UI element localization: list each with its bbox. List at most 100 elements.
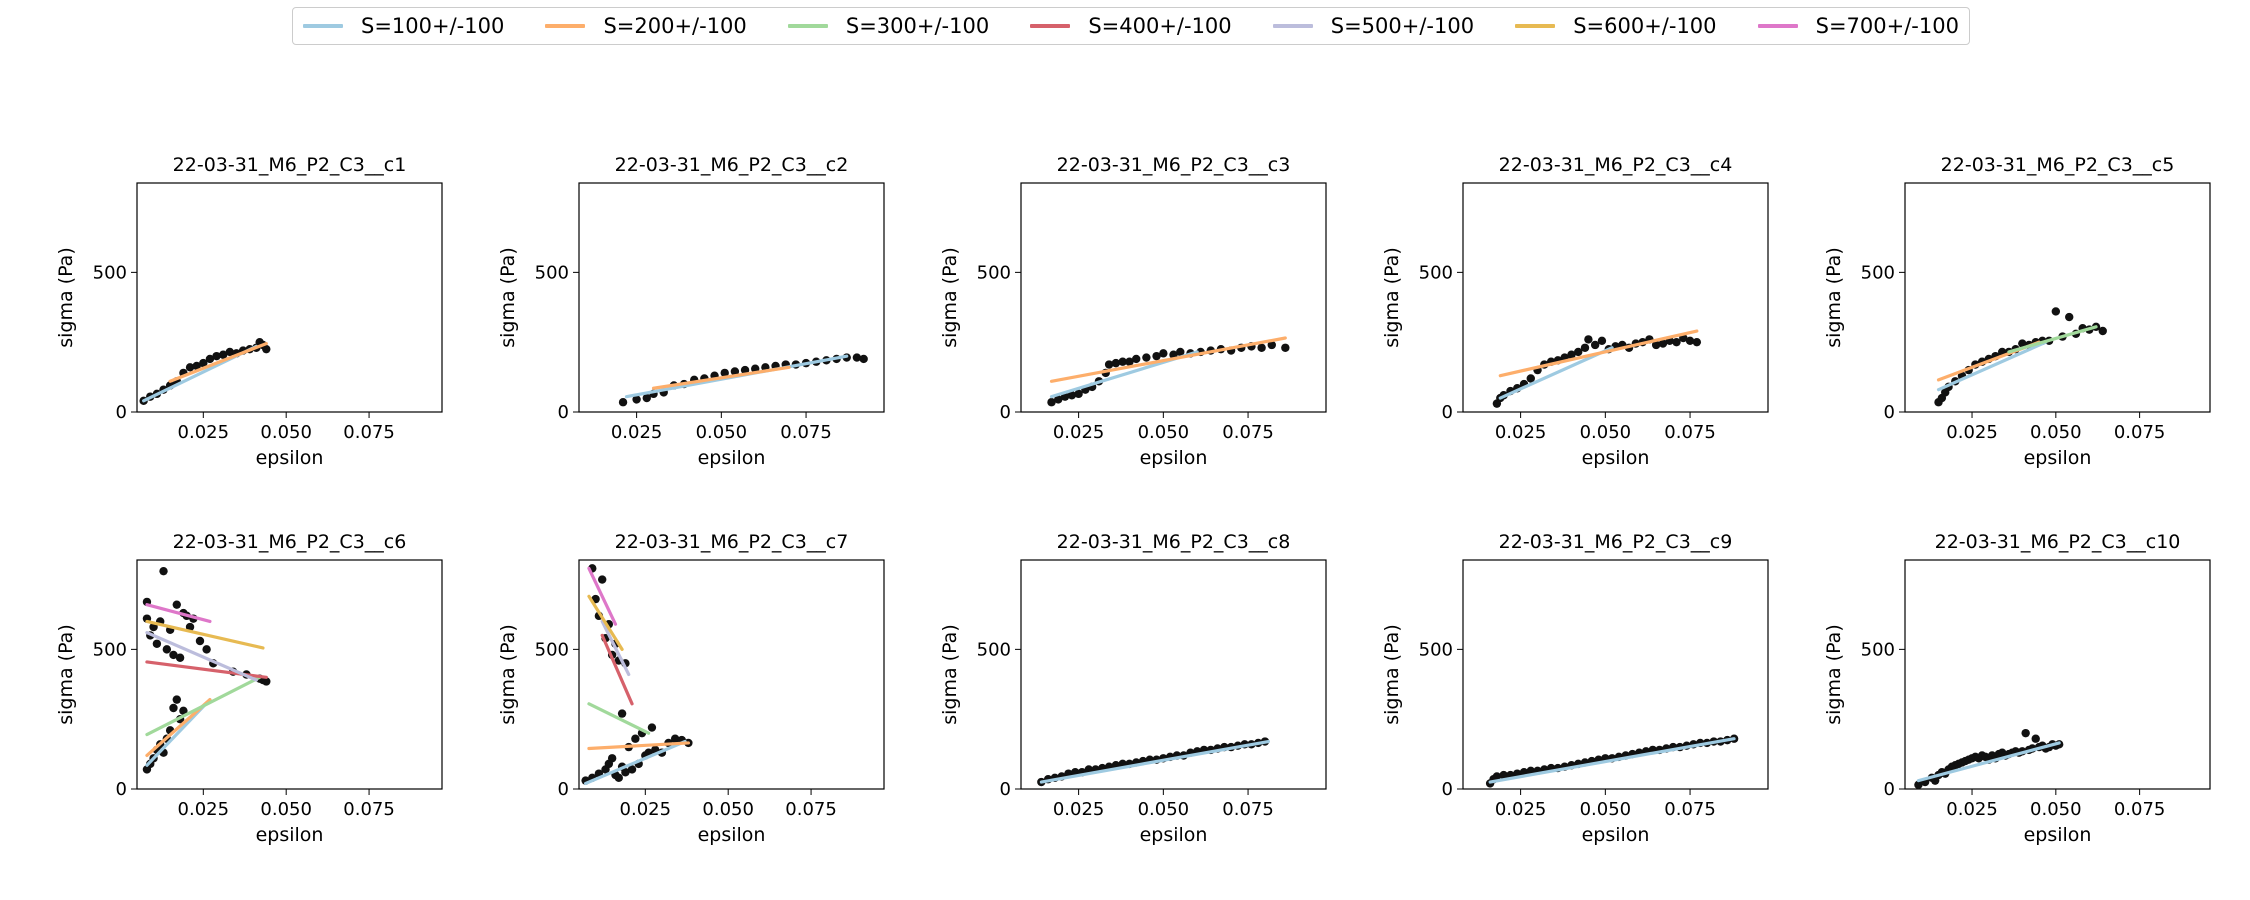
x-tick-label: 0.025 bbox=[1495, 799, 1547, 820]
y-tick-label: 0 bbox=[1000, 779, 1011, 800]
data-point bbox=[1054, 395, 1063, 404]
x-axis-label: epsilon bbox=[1140, 824, 1208, 846]
data-point bbox=[1067, 391, 1077, 400]
data-point bbox=[1499, 770, 1508, 780]
plot-frame bbox=[578, 559, 885, 790]
y-axis-label: sigma (Pa) bbox=[55, 624, 77, 725]
fit-line bbox=[600, 633, 634, 706]
x-tick-label: 0.075 bbox=[785, 799, 837, 820]
x-tick-label: 0.025 bbox=[1053, 799, 1105, 820]
y-tick-label: 0 bbox=[1884, 402, 1895, 423]
subplot-title: 22-03-31_M6_P2_C3__c7 bbox=[615, 531, 849, 553]
fit-line bbox=[1049, 336, 1287, 383]
data-point bbox=[1267, 340, 1276, 350]
data-point bbox=[205, 354, 215, 364]
x-tick-label: 0.075 bbox=[343, 799, 395, 820]
plot-area bbox=[1047, 336, 1290, 407]
data-point bbox=[642, 393, 651, 403]
plot-area bbox=[581, 564, 693, 786]
y-tick-label: 0 bbox=[116, 779, 127, 800]
y-tick-label: 0 bbox=[1000, 402, 1011, 423]
data-point bbox=[614, 773, 623, 783]
legend: S=100+/-100 S=200+/-100 S=300+/-100 S=400+/… bbox=[292, 7, 1970, 45]
data-point bbox=[1658, 339, 1668, 348]
x-tick-label: 0.050 bbox=[1580, 799, 1632, 820]
x-tick-label: 0.050 bbox=[702, 799, 754, 820]
x-tick-label: 0.075 bbox=[1222, 422, 1274, 443]
data-point bbox=[1526, 374, 1535, 383]
x-tick-label: 0.075 bbox=[1664, 799, 1716, 820]
legend-item: S=700+/-100 bbox=[1757, 14, 1959, 38]
y-tick-label: 500 bbox=[93, 262, 127, 283]
y-tick-label: 500 bbox=[977, 262, 1011, 283]
data-point bbox=[172, 695, 181, 704]
data-point bbox=[218, 350, 228, 359]
data-point bbox=[1257, 343, 1266, 352]
plot-area bbox=[142, 566, 271, 774]
data-point bbox=[169, 703, 178, 713]
legend-swatch bbox=[1030, 24, 1071, 28]
subplot: 0.025 0.050 0.075 0 500 22-03-31_M6_P2_C3__c3… bbox=[939, 154, 1327, 469]
legend-item: S=200+/-100 bbox=[545, 14, 747, 38]
data-point bbox=[1672, 337, 1681, 347]
plot-area bbox=[618, 353, 868, 407]
data-point bbox=[1590, 340, 1600, 350]
x-tick-label: 0.075 bbox=[1664, 422, 1716, 443]
subplot: 0.025 0.050 0.075 0 500 22-03-31_M6_P2_C3__c4… bbox=[1381, 154, 1769, 469]
y-axis-label: sigma (Pa) bbox=[1823, 624, 1845, 725]
data-point bbox=[172, 600, 181, 609]
data-point bbox=[1281, 343, 1290, 352]
x-axis-label: epsilon bbox=[2024, 447, 2092, 469]
fit-line bbox=[587, 566, 618, 626]
plot-frame bbox=[1904, 559, 2211, 790]
data-point bbox=[1574, 347, 1583, 357]
data-point bbox=[262, 344, 271, 354]
data-point bbox=[1692, 337, 1702, 347]
legend-item: S=600+/-100 bbox=[1515, 14, 1717, 38]
data-point bbox=[1580, 343, 1590, 352]
x-axis-label: epsilon bbox=[1582, 447, 1650, 469]
plot-area bbox=[1934, 307, 2107, 407]
fit-line bbox=[587, 594, 624, 651]
data-point bbox=[627, 765, 637, 774]
x-axis-label: epsilon bbox=[256, 824, 324, 846]
legend-item: S=300+/-100 bbox=[787, 14, 990, 38]
plot-area bbox=[1485, 734, 1739, 788]
y-tick-label: 0 bbox=[1442, 779, 1453, 800]
y-axis-label: sigma (Pa) bbox=[497, 247, 519, 348]
subplot: 0.025 0.050 0.075 0 500 22-03-31_M6_P2_C3__c5… bbox=[1823, 154, 2211, 469]
data-point bbox=[1914, 780, 1923, 789]
data-point bbox=[195, 636, 205, 646]
subplot: 0.025 0.050 0.075 0 500 22-03-31_M6_P2_C3__c1… bbox=[55, 154, 443, 469]
fit-line bbox=[1916, 741, 2061, 783]
data-point bbox=[647, 723, 657, 732]
fit-line bbox=[145, 603, 212, 624]
data-point bbox=[859, 354, 868, 364]
fit-line bbox=[1936, 340, 2048, 392]
data-point bbox=[162, 645, 172, 654]
y-tick-label: 500 bbox=[1419, 262, 1453, 283]
data-point bbox=[2018, 339, 2027, 348]
fit-line bbox=[1039, 739, 1270, 784]
subplot-title: 22-03-31_M6_P2_C3__c4 bbox=[1499, 154, 1733, 176]
data-point bbox=[670, 734, 680, 743]
data-point bbox=[1597, 336, 1607, 345]
data-point bbox=[175, 653, 185, 662]
x-tick-label: 0.025 bbox=[1946, 422, 1998, 443]
plot-frame bbox=[1462, 182, 1769, 413]
plot-frame bbox=[1462, 559, 1769, 790]
data-point bbox=[1152, 351, 1161, 361]
plot-frame bbox=[136, 182, 443, 413]
subplot-title: 22-03-31_M6_P2_C3__c8 bbox=[1057, 531, 1291, 553]
data-point bbox=[1685, 336, 1695, 345]
y-axis-label: sigma (Pa) bbox=[939, 247, 961, 348]
y-axis-label: sigma (Pa) bbox=[1823, 247, 1845, 348]
y-tick-label: 0 bbox=[1442, 402, 1453, 423]
data-point bbox=[169, 650, 178, 660]
legend-label: S=300+/-100 bbox=[845, 14, 990, 38]
x-tick-label: 0.025 bbox=[611, 422, 663, 443]
legend-label: S=500+/-100 bbox=[1330, 14, 1475, 38]
x-tick-label: 0.025 bbox=[1495, 422, 1547, 443]
x-tick-label: 0.050 bbox=[1580, 422, 1632, 443]
data-point bbox=[185, 363, 195, 372]
